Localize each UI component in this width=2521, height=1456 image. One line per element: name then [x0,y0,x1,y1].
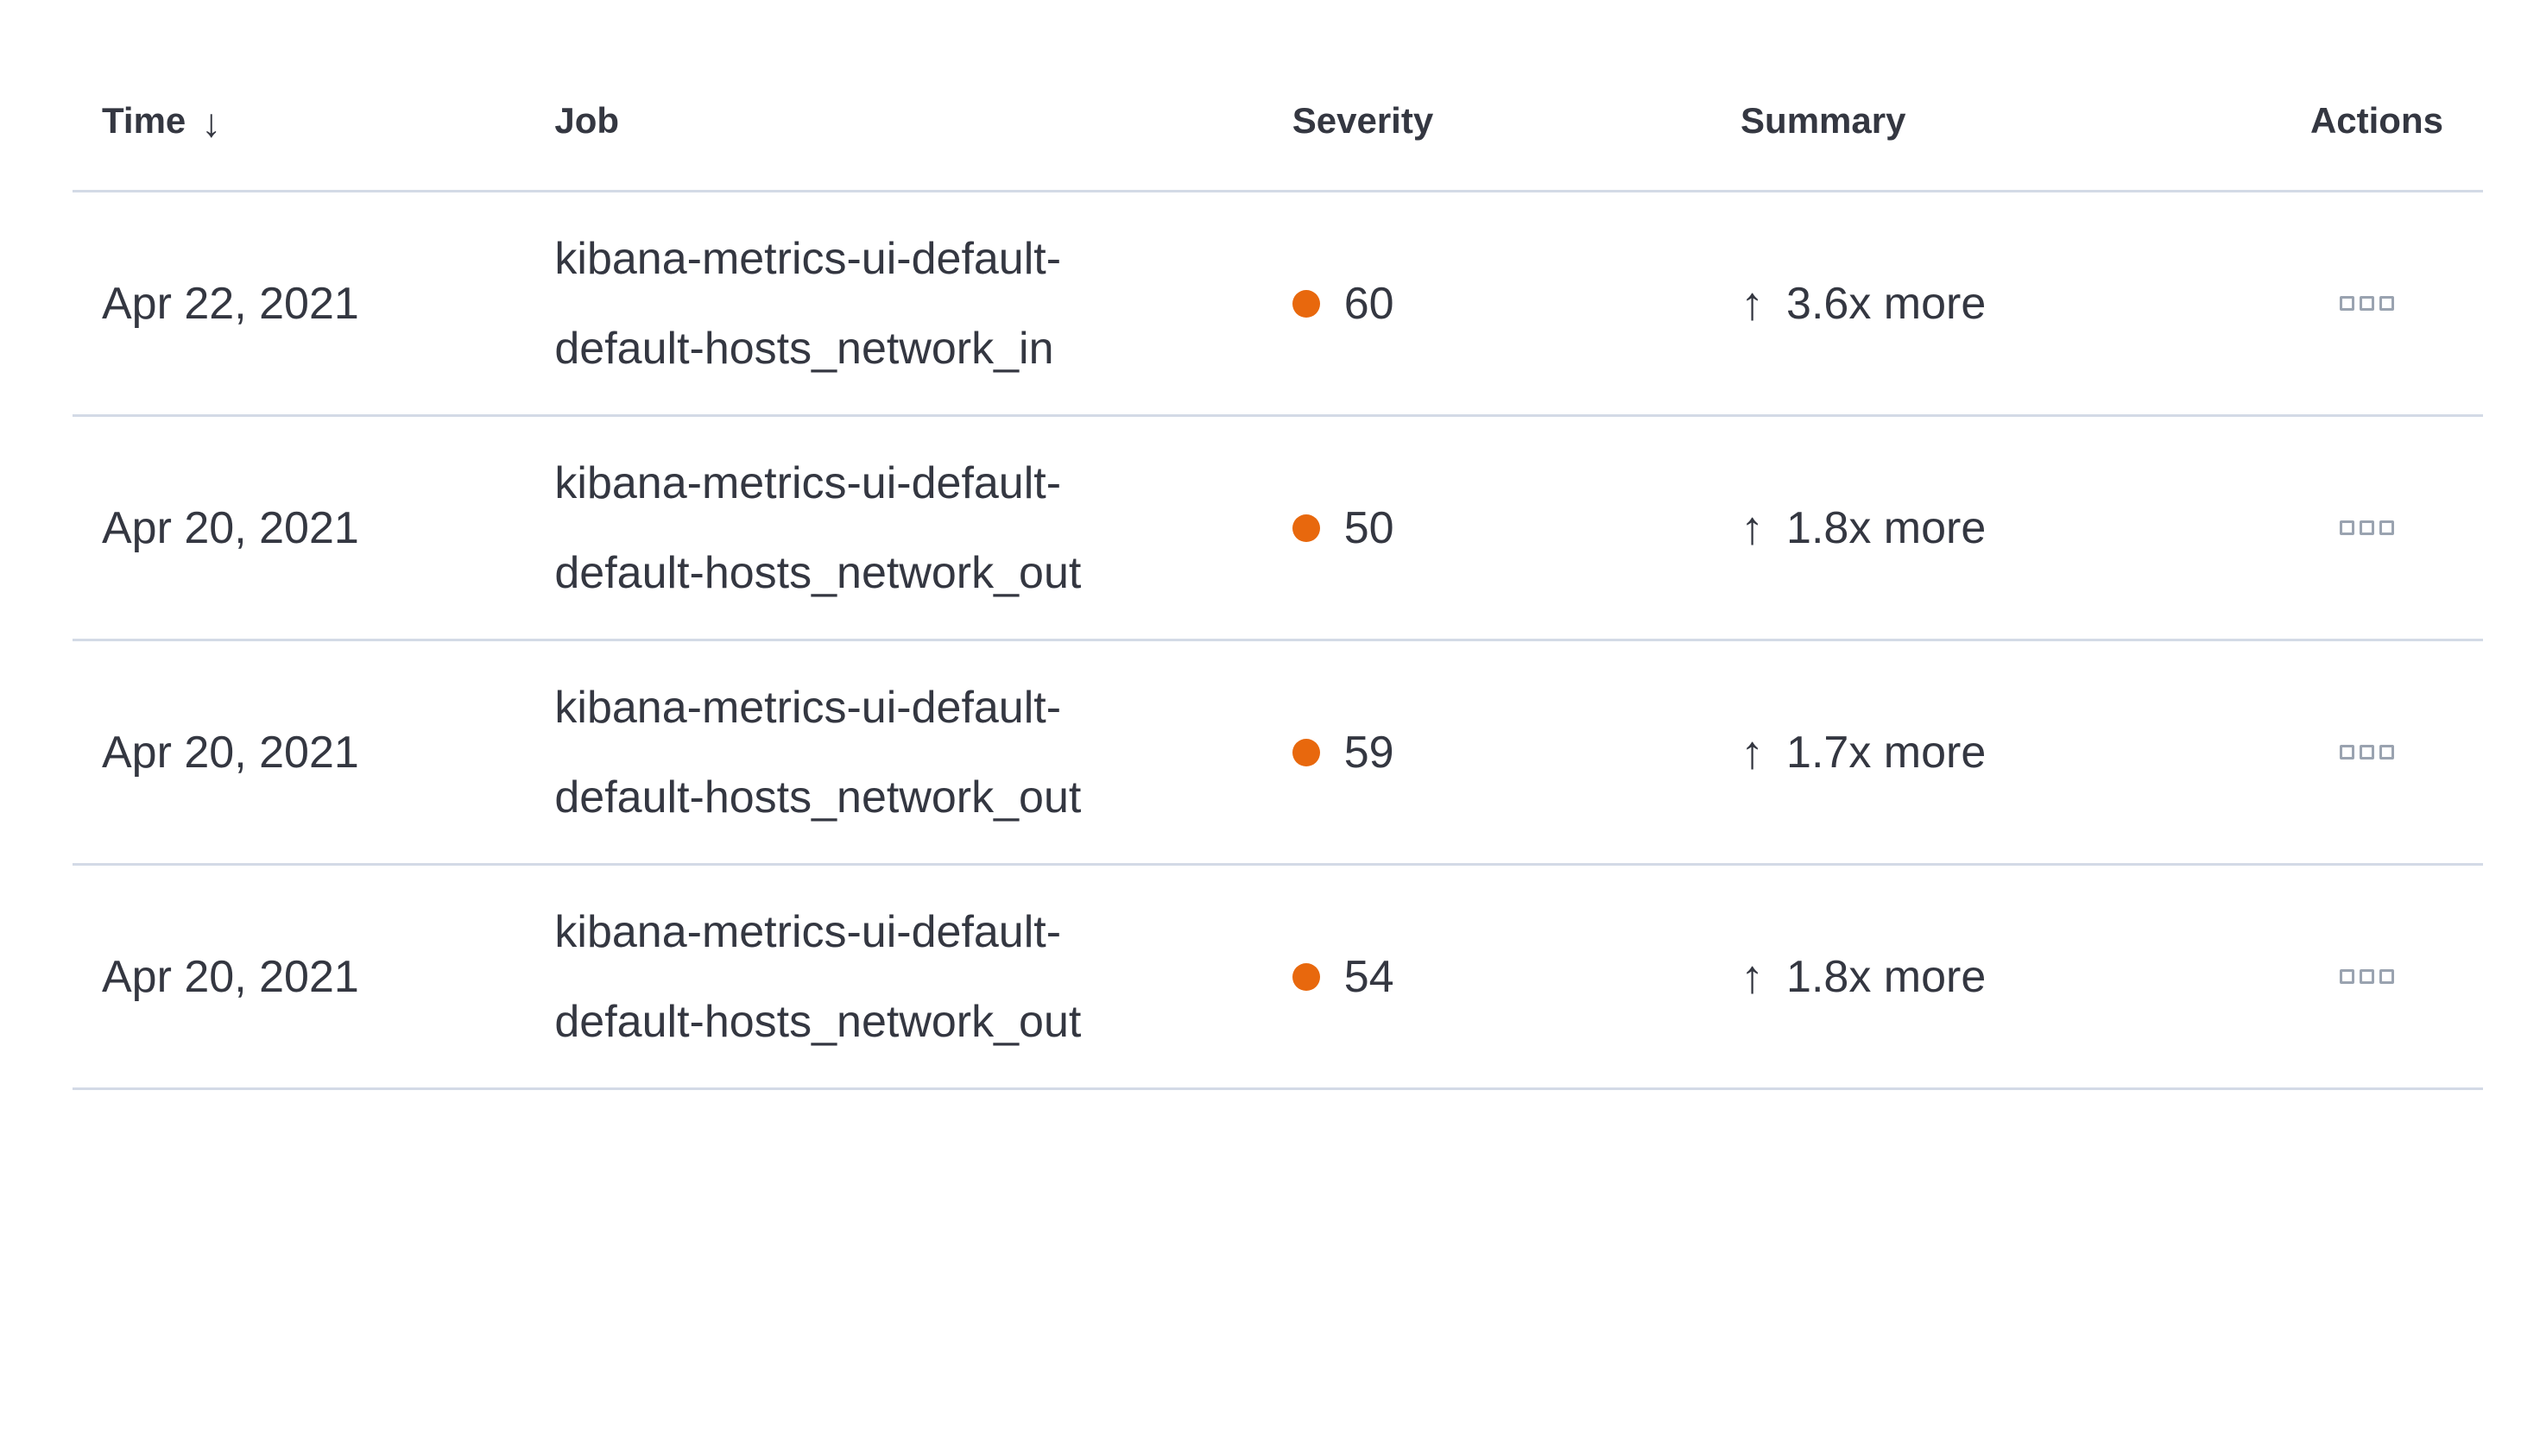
job-name-line: default-hosts_network_in [554,323,1054,374]
job-name-line: default-hosts_network_out [554,547,1082,598]
severity-value: 59 [1343,727,1394,778]
job-cell: kibana-metrics-ui-default- default-hosts… [554,214,1292,394]
time-cell: Apr 20, 2021 [102,502,359,553]
time-cell: Apr 22, 2021 [102,278,359,329]
job-cell: kibana-metrics-ui-default- default-hosts… [554,438,1292,618]
row-actions-button[interactable] [2331,512,2403,544]
actions-cell [2278,287,2483,319]
arrow-up-icon: ↑ [1741,501,1765,554]
summary-value: 3.6x more [1786,278,1987,329]
actions-cell [2278,736,2483,768]
column-header-time-label: Time [102,100,186,141]
severity-value: 54 [1343,951,1394,1002]
boxes-horizontal-icon [2339,969,2394,984]
severity-cell: 59 [1292,727,1741,778]
job-name-line: default-hosts_network_out [554,772,1082,823]
job-name-line: default-hosts_network_out [554,996,1082,1047]
severity-cell: 50 [1292,502,1741,554]
job-name-line: kibana-metrics-ui-default- [554,906,1062,957]
column-header-actions-label: Actions [2309,100,2443,141]
job-name-line: kibana-metrics-ui-default- [554,457,1062,508]
time-cell: Apr 20, 2021 [102,951,359,1002]
boxes-horizontal-icon [2339,745,2394,760]
column-header-summary-label: Summary [1741,100,1906,141]
arrow-up-icon: ↑ [1741,950,1765,1003]
summary-cell: ↑ 1.7x more [1741,727,2278,778]
summary-value: 1.8x more [1786,951,1987,1002]
column-header-job: Job [554,100,1292,142]
actions-cell [2278,961,2483,993]
severity-dot-icon [1292,514,1320,542]
job-name-line: kibana-metrics-ui-default- [554,233,1062,284]
job-name-line: kibana-metrics-ui-default- [554,682,1062,733]
column-header-time[interactable]: Time ↓ [73,100,554,142]
arrow-up-icon: ↑ [1741,277,1765,330]
table-row: Apr 20, 2021 kibana-metrics-ui-default- … [73,417,2483,641]
row-actions-button[interactable] [2331,736,2403,768]
column-header-actions: Actions [2278,100,2483,142]
job-cell: kibana-metrics-ui-default- default-hosts… [554,887,1292,1067]
severity-dot-icon [1292,289,1320,318]
column-header-severity-label: Severity [1292,100,1434,141]
summary-value: 1.8x more [1786,502,1987,553]
severity-value: 60 [1343,278,1394,329]
table-row: Apr 20, 2021 kibana-metrics-ui-default- … [73,641,2483,866]
severity-dot-icon [1292,738,1320,766]
anomalies-table: Time ↓ Job Severity Summary Actions Apr … [73,52,2483,1090]
row-actions-button[interactable] [2331,961,2403,993]
severity-dot-icon [1292,962,1320,991]
column-header-summary: Summary [1741,100,2278,142]
summary-cell: ↑ 3.6x more [1741,278,2278,330]
boxes-horizontal-icon [2339,520,2394,535]
boxes-horizontal-icon [2339,296,2394,311]
summary-value: 1.7x more [1786,727,1987,778]
column-header-severity: Severity [1292,100,1741,142]
severity-cell: 54 [1292,951,1741,1003]
summary-cell: ↑ 1.8x more [1741,502,2278,554]
time-cell: Apr 20, 2021 [102,727,359,778]
row-actions-button[interactable] [2331,287,2403,319]
table-row: Apr 20, 2021 kibana-metrics-ui-default- … [73,866,2483,1090]
severity-value: 50 [1343,502,1394,553]
summary-cell: ↑ 1.8x more [1741,951,2278,1003]
arrow-up-icon: ↑ [1741,726,1765,778]
table-header-row: Time ↓ Job Severity Summary Actions [73,52,2483,192]
actions-cell [2278,512,2483,544]
job-cell: kibana-metrics-ui-default- default-hosts… [554,663,1292,842]
table-row: Apr 22, 2021 kibana-metrics-ui-default- … [73,192,2483,417]
sort-desc-icon: ↓ [201,100,222,145]
severity-cell: 60 [1292,278,1741,330]
column-header-job-label: Job [554,100,620,141]
